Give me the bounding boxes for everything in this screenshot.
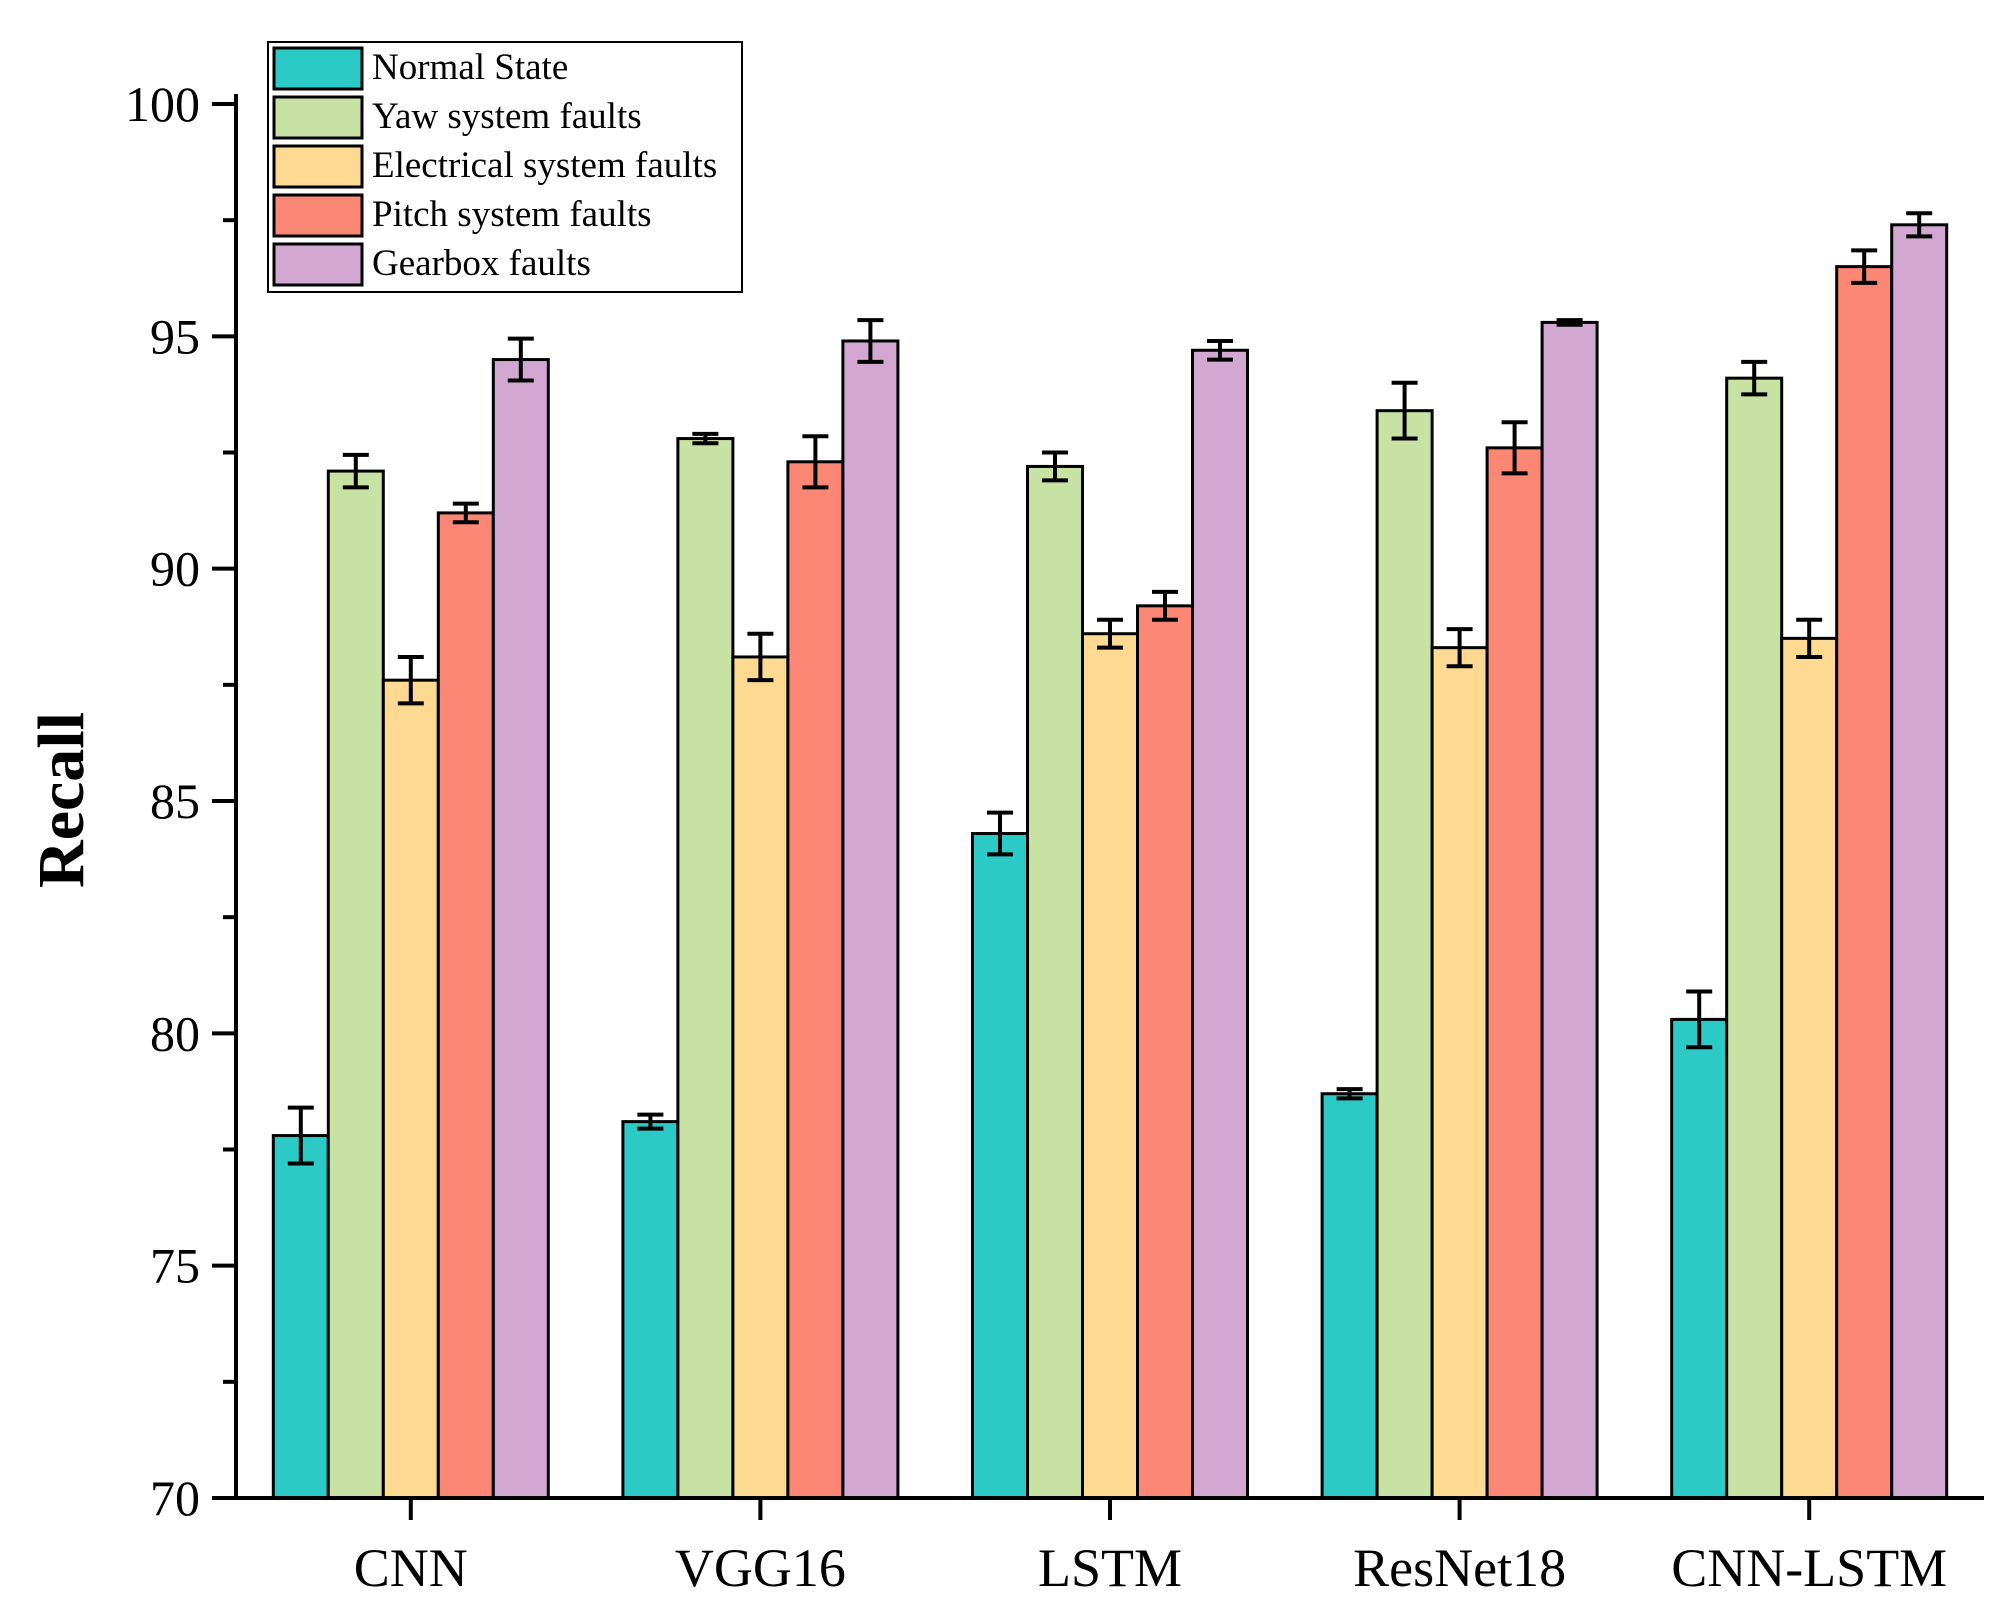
y-axis-title: Recall bbox=[25, 712, 98, 888]
bar bbox=[971, 832, 1029, 1500]
bar bbox=[1890, 223, 1949, 1500]
bar bbox=[786, 460, 845, 1500]
bar bbox=[1835, 265, 1894, 1500]
bar bbox=[381, 678, 440, 1500]
bar bbox=[1081, 632, 1139, 1500]
legend-swatch bbox=[272, 95, 364, 140]
y-tick-label: 85 bbox=[150, 773, 200, 829]
legend-label: Pitch system faults bbox=[372, 194, 652, 235]
x-category-label: LSTM bbox=[1038, 1538, 1182, 1598]
bar bbox=[676, 437, 735, 1500]
legend-label: Electrical system faults bbox=[372, 145, 717, 186]
x-category-label: VGG16 bbox=[675, 1538, 846, 1598]
bar bbox=[326, 469, 385, 1500]
y-tick-label: 75 bbox=[150, 1238, 200, 1294]
legend-label: Yaw system faults bbox=[372, 96, 642, 137]
bars-layer bbox=[271, 223, 1949, 1500]
error-bars-layer bbox=[287, 211, 1933, 1166]
legend-label: Gearbox faults bbox=[372, 243, 591, 284]
bar bbox=[1540, 320, 1599, 1500]
bar bbox=[621, 1120, 680, 1500]
bar bbox=[1430, 646, 1489, 1500]
bar bbox=[1670, 1017, 1729, 1500]
legend-swatch bbox=[272, 242, 364, 287]
legend-swatch bbox=[272, 144, 364, 189]
y-tick-label: 70 bbox=[150, 1470, 200, 1526]
legend-swatch bbox=[272, 46, 364, 91]
x-ticks-layer: CNN VGG16 LSTM ResNet18 CNN-LSTM bbox=[354, 1498, 1947, 1598]
bar bbox=[1485, 446, 1544, 1500]
bar bbox=[1136, 604, 1194, 1500]
y-tick-label: 95 bbox=[150, 308, 200, 364]
bar bbox=[1026, 464, 1084, 1500]
legend-label: Normal State bbox=[372, 47, 568, 88]
bar bbox=[731, 655, 790, 1500]
bar bbox=[271, 1134, 330, 1500]
bar bbox=[1191, 348, 1249, 1500]
x-category-label: CNN bbox=[354, 1538, 468, 1598]
bar bbox=[1780, 636, 1839, 1500]
legend-swatch bbox=[272, 193, 364, 238]
bar bbox=[1375, 409, 1434, 1500]
bar bbox=[491, 358, 550, 1500]
bar bbox=[436, 511, 495, 1500]
y-ticks-layer: 70 75 80 85 90 95 100 bbox=[125, 76, 236, 1526]
legend: Normal State Yaw system faults Electrical … bbox=[267, 41, 743, 293]
y-tick-label: 80 bbox=[150, 1005, 200, 1061]
y-tick-label: 100 bbox=[125, 76, 200, 132]
x-category-label: CNN-LSTM bbox=[1671, 1538, 1947, 1598]
x-category-label: ResNet18 bbox=[1353, 1538, 1566, 1598]
y-tick-label: 90 bbox=[150, 541, 200, 597]
bar bbox=[1320, 1092, 1379, 1500]
bar bbox=[841, 339, 900, 1500]
bar bbox=[1725, 376, 1784, 1500]
